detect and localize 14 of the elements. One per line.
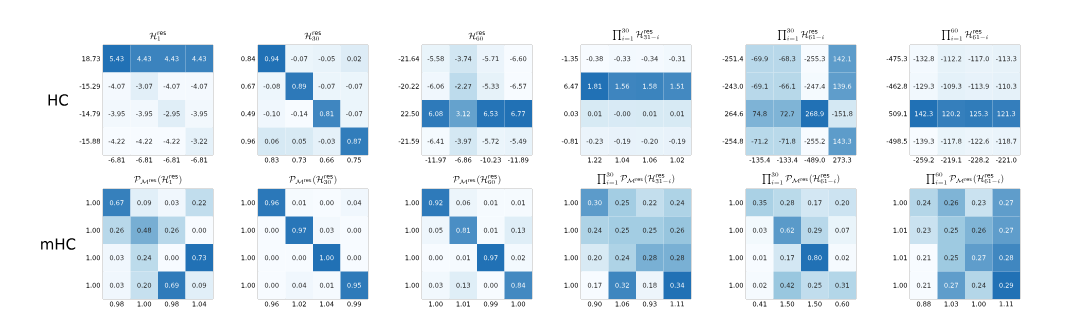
chart-title: $\prod_{i=1}^{30}\mathcal{P}_{\mathcal{M}^{\mathrm{res}}}(\mathcal{H}_{61-i}^{\mathrm{res}})$ — [762, 172, 840, 185]
y-axis-title: mHC — [41, 238, 76, 250]
chart-title: $\mathcal{P}_{\mathcal{M}^{\mathrm{res}}}(\mathcal{H}_{60}^{\mathrm{res}})$ — [452, 175, 501, 185]
chart-title: $\prod_{i=1}^{30}\mathcal{H}_{61-i}^{\mathrm{res}}$ — [777, 28, 824, 41]
chart-title: $\prod_{i=1}^{60}\mathcal{H}_{61-i}^{\mathrm{res}}$ — [941, 28, 988, 41]
chart-title: $\mathcal{H}_{30}^{\mathrm{res}}$ — [304, 31, 322, 41]
chart-title: $\mathcal{P}_{\mathcal{M}^{\mathrm{res}}}(\mathcal{H}_{30}^{\mathrm{res}})$ — [288, 175, 337, 185]
chart-title: $\prod_{i=1}^{60}\mathcal{P}_{\mathcal{M}^{\mathrm{res}}}(\mathcal{H}_{61-i}^{\mathrm{res}})$ — [926, 172, 1004, 185]
chart-title: $\mathcal{H}_1^{\mathrm{res}}$ — [149, 31, 167, 41]
chart-title: $\prod_{i=1}^{30}\mathcal{H}_{31-i}^{\mathrm{res}}$ — [612, 28, 659, 41]
chart-title: $\prod_{i=1}^{30}\mathcal{P}_{\mathcal{M}^{\mathrm{res}}}(\mathcal{H}_{31-i}^{\mathrm{res}})$ — [597, 172, 675, 185]
chart-title: $\mathcal{H}_{60}^{\mathrm{res}}$ — [468, 31, 486, 41]
chart-title: $\mathcal{P}_{\mathcal{M}^{\mathrm{res}}}(\mathcal{H}_1^{\mathrm{res}})$ — [133, 175, 182, 185]
y-axis-title: HC — [48, 94, 68, 106]
